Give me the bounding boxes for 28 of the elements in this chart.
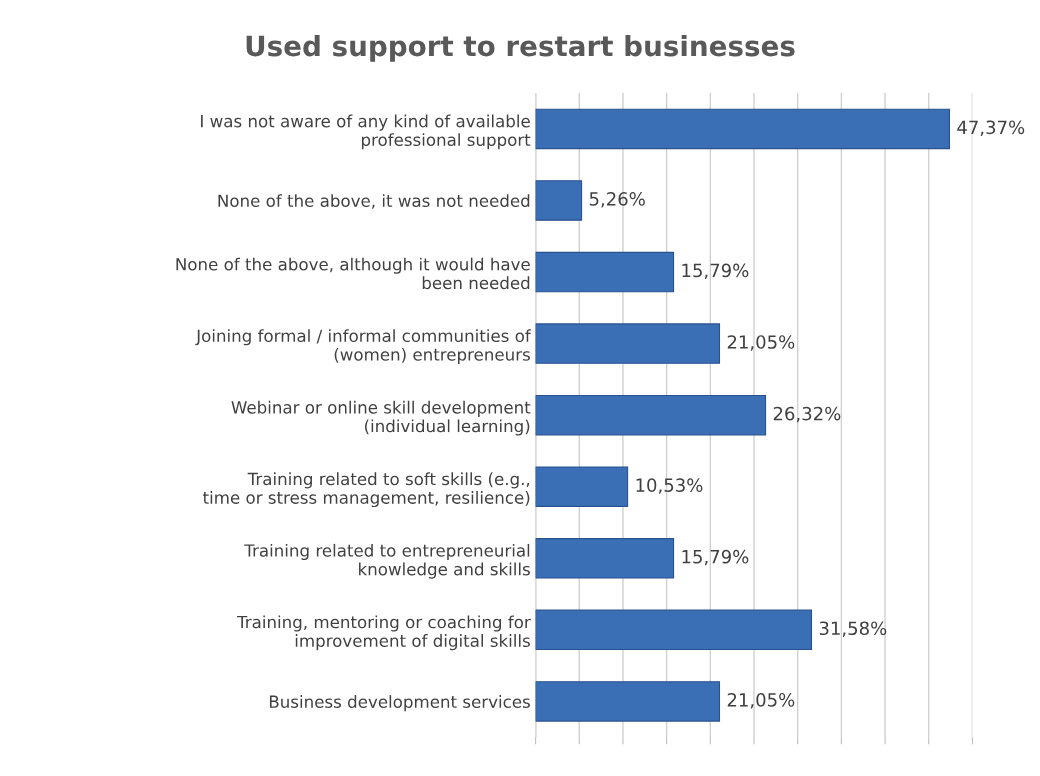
y-tick-label: Training related to soft skills (e.g., time or stress management, resilience) bbox=[203, 472, 530, 508]
bar bbox=[535, 681, 721, 722]
y-tick-label: Training, mentoring or coaching for improvement of digital skills bbox=[237, 615, 531, 651]
data-label: 10,53% bbox=[636, 478, 703, 494]
data-label: 26,32% bbox=[773, 406, 841, 423]
data-label: 31,58% bbox=[819, 621, 887, 637]
chart-title: Used support to restart businesses bbox=[246, 34, 795, 62]
bar bbox=[535, 180, 583, 221]
bar bbox=[535, 108, 950, 150]
bar bbox=[535, 466, 629, 507]
data-label: 5,26% bbox=[589, 192, 645, 208]
bar bbox=[535, 251, 675, 293]
data-label: 15,79% bbox=[682, 263, 749, 280]
data-label: 21,05% bbox=[727, 693, 795, 709]
y-tick-label: Webinar or online skill development (individual learning) bbox=[231, 400, 531, 436]
bar bbox=[535, 394, 767, 436]
data-label: 15,79% bbox=[682, 549, 749, 566]
y-tick-label: Business development services bbox=[269, 695, 530, 712]
bar bbox=[535, 323, 721, 364]
data-label: 21,05% bbox=[727, 335, 795, 351]
y-tick-label: None of the above, it was not needed bbox=[218, 194, 530, 209]
bar bbox=[535, 609, 813, 651]
data-label: 47,37% bbox=[957, 120, 1025, 136]
y-tick-label: None of the above, although it would have been needed bbox=[176, 257, 530, 290]
bar bbox=[535, 538, 675, 579]
y-tick-label: Training related to entrepreneurial knowledge and skills bbox=[244, 543, 530, 579]
y-tick-label: Joining formal / informal communities of (women) entrepreneurs bbox=[195, 329, 532, 364]
y-tick-label: I was not aware of any kind of available professional support bbox=[201, 114, 531, 150]
